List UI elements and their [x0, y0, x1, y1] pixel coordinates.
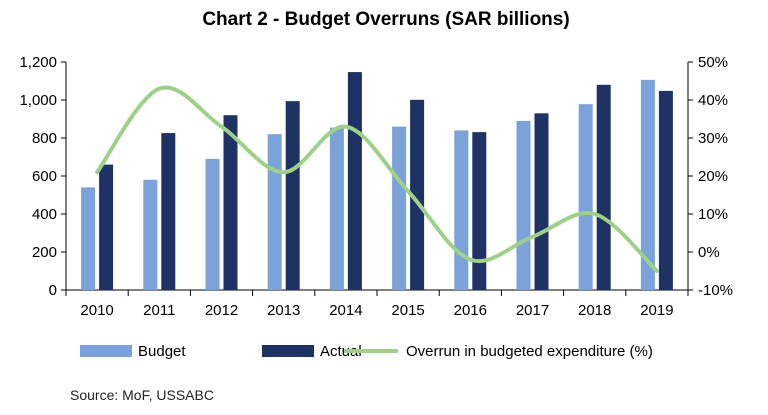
chart-title: Chart 2 - Budget Overruns (SAR billions)	[202, 9, 569, 30]
bar-budget-2014	[329, 127, 344, 290]
right-axis-tick-label: -10%	[698, 282, 733, 299]
bar-budget-2018	[578, 104, 593, 291]
bar-actual-2012	[223, 115, 238, 290]
left-axis-tick-label: 1,200	[19, 54, 57, 71]
bar-budget-2019	[640, 79, 655, 290]
overrun-line-group	[95, 85, 659, 273]
left-axis-tick-label: 0	[49, 282, 57, 299]
bar-actual-2013	[285, 101, 300, 290]
source-note: Source: MoF, USSABC	[70, 387, 214, 403]
x-axis-tick-label: 2013	[267, 302, 300, 319]
legend-label: Actual	[320, 343, 362, 360]
bar-actual-2018	[596, 84, 611, 290]
right-axis: -10% 0% 10% 20% 30% 40% 50%	[687, 54, 733, 299]
bar-budget-2016	[454, 130, 469, 290]
bar-actual-2010	[99, 164, 114, 290]
bar-series-group	[81, 72, 673, 291]
left-axis-tick-label: 200	[32, 244, 57, 261]
x-axis: 2010 2011 2012 2013 2014 2015 2016 2017 2018 2019	[65, 289, 689, 319]
bar-budget-2011	[143, 179, 158, 290]
left-axis: 0 200 400 600 800 1,000 1,200	[19, 54, 67, 299]
legend-label: Overrun in budgeted expenditure (%)	[406, 343, 653, 360]
overrun-line	[95, 85, 659, 273]
bar-budget-2013	[267, 134, 282, 290]
x-axis-tick-label: 2010	[80, 302, 113, 319]
bar-budget-2012	[205, 158, 220, 290]
right-axis-tick-label: 0%	[698, 244, 720, 261]
left-axis-tick-label: 800	[32, 130, 57, 147]
x-axis-tick-label: 2011	[143, 302, 175, 319]
right-axis-tick-label: 20%	[698, 168, 728, 185]
x-axis-tick-label: 2016	[454, 302, 487, 319]
right-axis-tick-label: 30%	[698, 130, 728, 147]
bar-actual-2017	[534, 113, 549, 290]
bar-budget-2010	[81, 187, 96, 290]
x-axis-tick-label: 2018	[578, 302, 611, 319]
x-axis-tick-label: 2017	[516, 302, 549, 319]
right-axis-tick-label: 50%	[698, 54, 728, 71]
bar-actual-2019	[658, 90, 673, 290]
bar-actual-2011	[161, 133, 176, 290]
bar-budget-2015	[392, 126, 407, 290]
bar-budget-2017	[516, 120, 531, 291]
left-axis-tick-label: 1,000	[19, 92, 57, 109]
bar-actual-2014	[347, 72, 362, 290]
right-axis-tick-label: 40%	[698, 92, 728, 109]
legend-swatch	[262, 345, 314, 357]
left-axis-tick-label: 600	[32, 168, 57, 185]
x-axis-tick-label: 2012	[205, 302, 238, 319]
x-axis-tick-label: 2019	[640, 302, 673, 319]
legend: Budget Actual Overrun in budgeted expendit…	[80, 343, 653, 360]
x-axis-tick-label: 2015	[391, 302, 424, 319]
left-axis-tick-label: 400	[32, 206, 57, 223]
x-axis-tick-label: 2014	[329, 302, 362, 319]
right-axis-tick-label: 10%	[698, 206, 728, 223]
legend-label: Budget	[138, 343, 186, 360]
legend-swatch	[80, 345, 132, 357]
bar-actual-2015	[410, 99, 425, 290]
bar-actual-2016	[472, 132, 487, 290]
